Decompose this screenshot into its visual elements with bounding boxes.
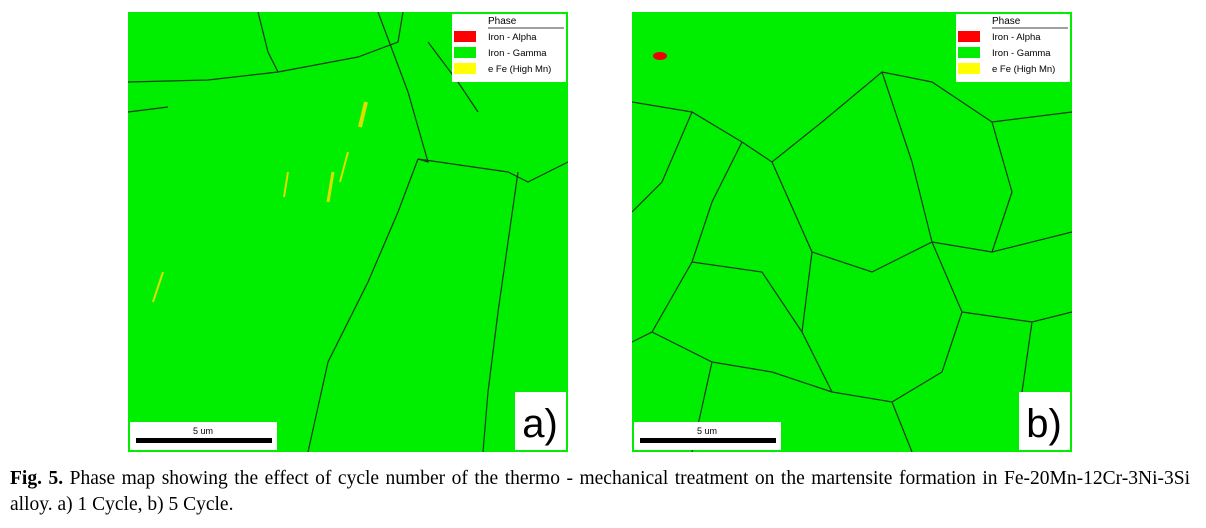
phase-map-b: Phase Iron - Alpha Iron - Gamma e Fe (Hi…	[632, 12, 1072, 452]
caption-text: Phase map showing the effect of cycle nu…	[10, 468, 1190, 515]
legend-swatch	[454, 47, 476, 58]
legend-title: Phase	[992, 16, 1021, 27]
legend-label: Iron - Gamma	[488, 48, 547, 59]
legend-swatch	[958, 31, 980, 42]
legend-swatch	[454, 63, 476, 74]
legend: Phase Iron - Alpha Iron - Gamma e Fe (Hi…	[956, 14, 1070, 82]
legend-label: e Fe (High Mn)	[992, 64, 1055, 75]
scale-bar: 5 um	[130, 422, 277, 450]
epsilon-streaks	[152, 101, 368, 303]
alpha-region	[653, 52, 667, 60]
figure-caption: Fig. 5. Phase map showing the effect of …	[10, 466, 1190, 518]
legend-title: Phase	[488, 16, 517, 27]
caption-label: Fig. 5.	[10, 468, 64, 489]
map-background	[128, 12, 568, 452]
panel-label: b)	[1026, 402, 1062, 446]
scale-bar: 5 um	[634, 422, 781, 450]
legend-label: Iron - Alpha	[992, 32, 1041, 43]
scale-label: 5 um	[193, 426, 213, 436]
legend-swatch	[958, 63, 980, 74]
legend: Phase Iron - Alpha Iron - Gamma e Fe (Hi…	[452, 14, 566, 82]
legend-label: Iron - Alpha	[488, 32, 537, 43]
legend-label: Iron - Gamma	[992, 48, 1051, 59]
legend-swatch	[958, 47, 980, 58]
scale-label: 5 um	[697, 426, 717, 436]
panel-label: a)	[522, 402, 558, 446]
legend-swatch	[454, 31, 476, 42]
legend-label: e Fe (High Mn)	[488, 64, 551, 75]
phase-map-a: Phase Iron - Alpha Iron - Gamma e Fe (Hi…	[128, 12, 568, 452]
grain-boundaries	[632, 71, 1072, 452]
